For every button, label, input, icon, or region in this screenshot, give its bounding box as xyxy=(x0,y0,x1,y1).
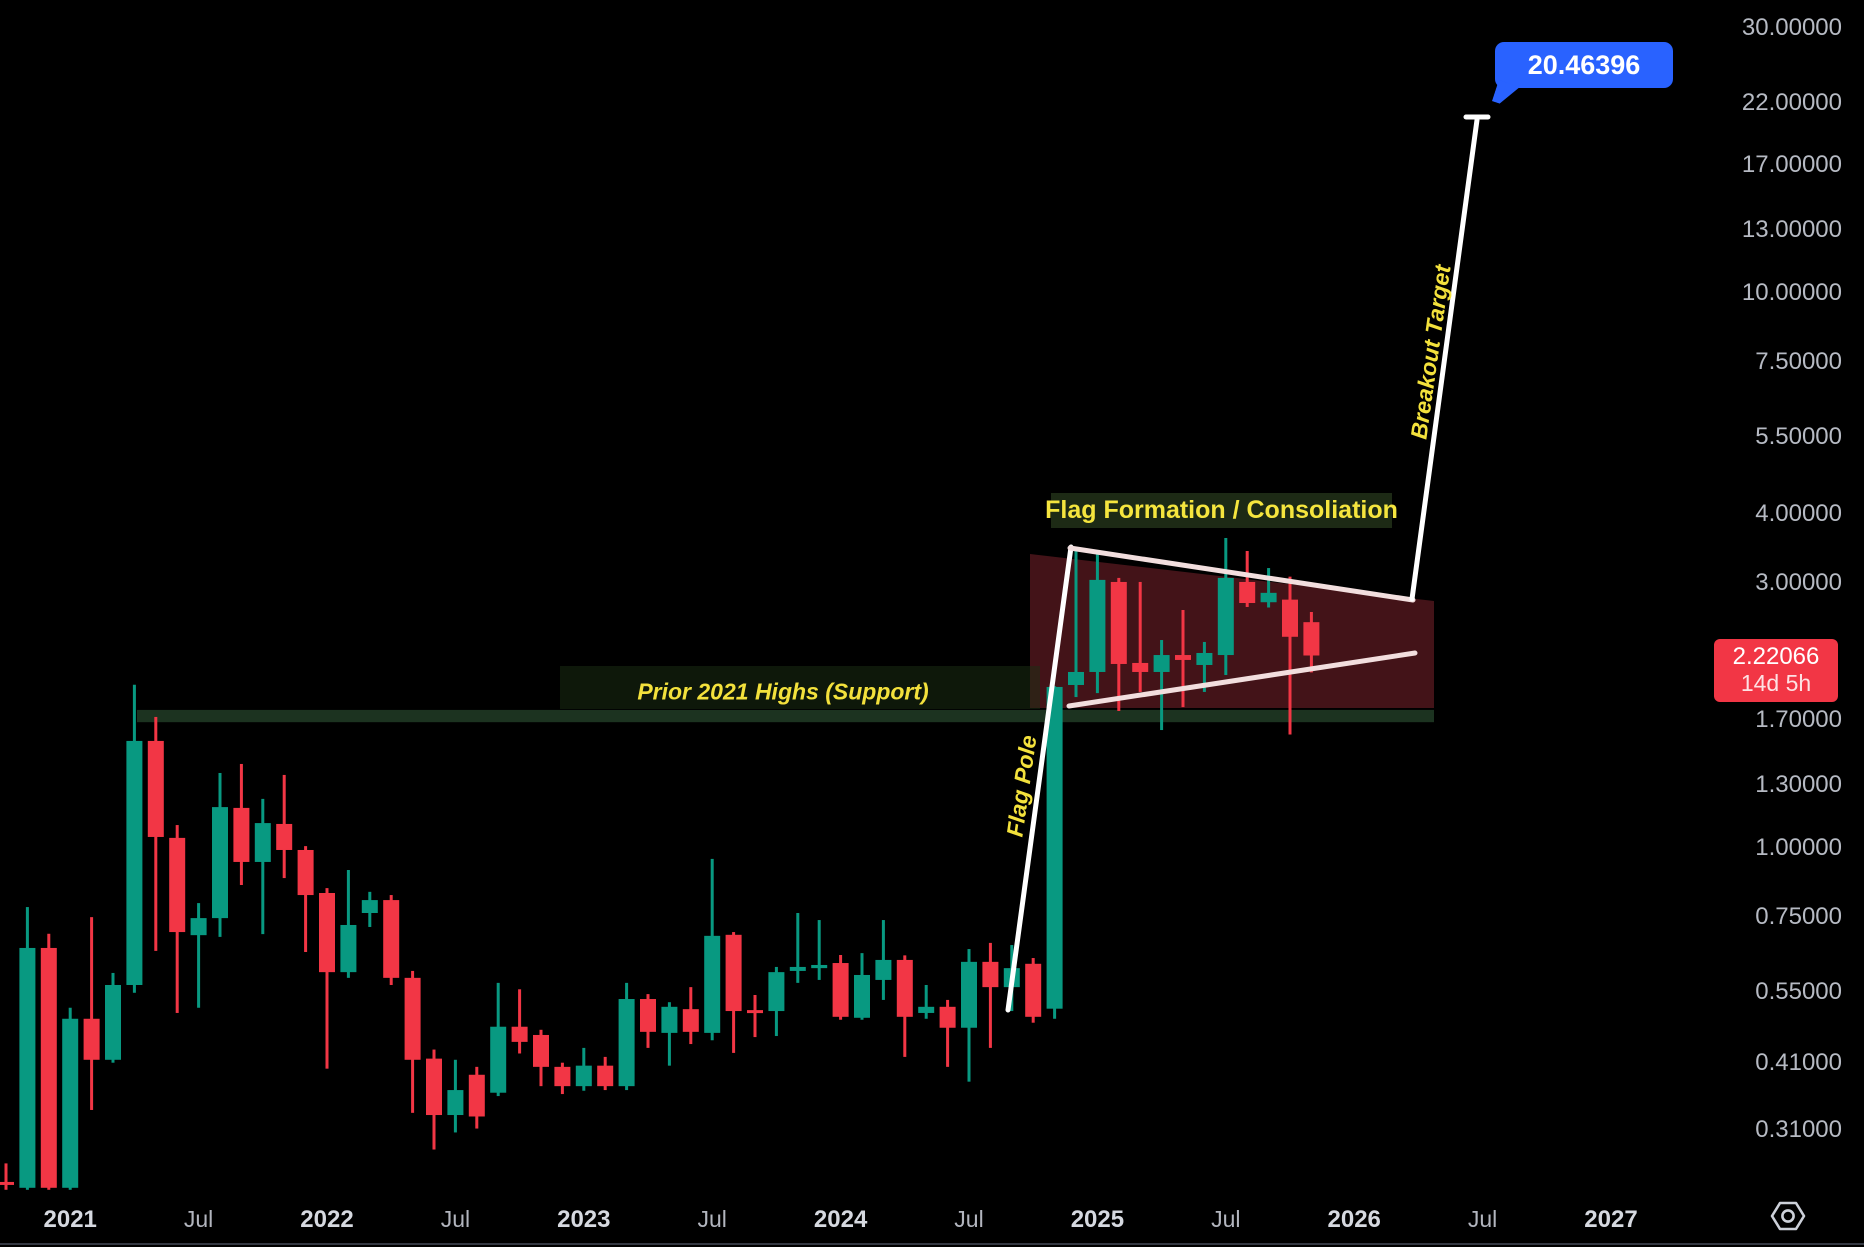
bar-countdown: 14d 5h xyxy=(1740,669,1812,696)
target-price-value: 20.46396 xyxy=(1527,49,1641,80)
price-axis-label: 3.00000 xyxy=(1755,569,1842,596)
price-axis-label: 0.31000 xyxy=(1755,1116,1842,1144)
price-axis-label: 13.00000 xyxy=(1741,215,1842,243)
price-axis-label: 22.00000 xyxy=(1741,88,1842,116)
price-axis-label: 4.00000 xyxy=(1755,499,1842,527)
flag-formation-label: Flag Formation / Consoliation xyxy=(1045,493,1398,528)
time-axis-label: 2024 xyxy=(813,1206,868,1233)
time-axis-label: 2025 xyxy=(1070,1206,1125,1233)
time-axis-label: Jul xyxy=(440,1206,471,1232)
target-price-badge: 20.46396 xyxy=(1492,42,1673,108)
time-axis-label: 2022 xyxy=(300,1206,354,1233)
bottom-separator xyxy=(0,1243,1864,1245)
time-axis-label: 2021 xyxy=(43,1206,97,1233)
prior-highs-label-background xyxy=(560,666,1040,709)
time-axis-label: Jul xyxy=(1211,1206,1241,1232)
price-axis-label: 30.00000 xyxy=(1741,14,1842,41)
time-axis-label: Jul xyxy=(697,1206,727,1232)
price-axis-label: 0.75000 xyxy=(1755,903,1842,931)
time-axis-label: 2023 xyxy=(557,1206,611,1233)
price-axis-label: 0.41000 xyxy=(1755,1048,1842,1076)
support-zone-band xyxy=(137,709,1434,723)
price-scale-settings-icon[interactable] xyxy=(1769,1199,1807,1235)
time-axis-label: 2027 xyxy=(1584,1206,1638,1233)
trend-lines xyxy=(1005,114,1491,1013)
time-axis-label: 2026 xyxy=(1327,1206,1381,1233)
price-axis-label: 1.30000 xyxy=(1755,770,1842,798)
time-axis-label: Jul xyxy=(183,1206,214,1232)
candlesticks xyxy=(0,537,1320,1190)
current-price-value: 2.22066 xyxy=(1732,642,1820,670)
price-axis-label: 1.00000 xyxy=(1755,833,1842,861)
time-axis-label: Jul xyxy=(954,1206,984,1232)
current-price-badge: 2.22066 14d 5h xyxy=(1714,638,1838,702)
price-axis-label: 17.00000 xyxy=(1741,150,1842,178)
price-axis-label: 0.55000 xyxy=(1755,977,1842,1005)
price-axis-label: 10.00000 xyxy=(1741,278,1842,306)
prior-highs-label: Prior 2021 Highs (Support) xyxy=(637,678,929,705)
time-axis-label: Jul xyxy=(1467,1206,1498,1232)
price-axis-label: 5.50000 xyxy=(1755,422,1842,450)
price-axis-label: 1.70000 xyxy=(1755,705,1842,733)
price-axis-label: 7.50000 xyxy=(1755,348,1842,376)
